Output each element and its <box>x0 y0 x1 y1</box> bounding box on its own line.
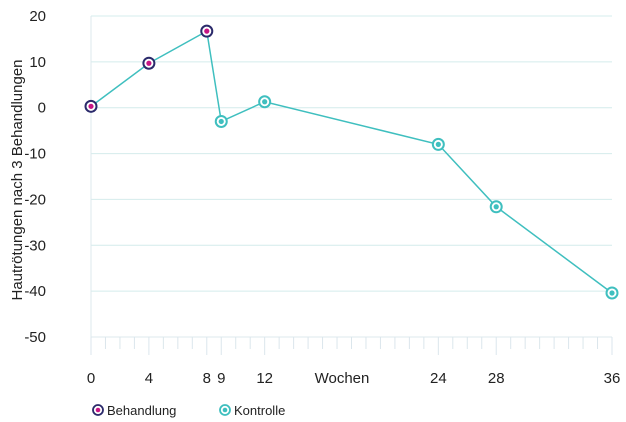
legend-item-kontrolle: Kontrolle <box>219 403 285 418</box>
x-tick-label: 24 <box>430 370 447 387</box>
marker-dot <box>146 60 152 66</box>
series-line <box>90 29 613 294</box>
data-point-kontrolle <box>258 95 272 109</box>
x-tick-label: 0 <box>87 370 95 387</box>
data-point-kontrolle <box>489 200 503 214</box>
marker-dot <box>218 118 224 125</box>
legend-marker-dot <box>95 407 101 413</box>
x-axis-title: Wochen <box>315 370 370 387</box>
marker-dot <box>493 204 499 210</box>
x-tick-label: 12 <box>256 370 273 387</box>
data-point-kontrolle <box>605 286 619 300</box>
data-point-behandlung <box>142 56 156 70</box>
marker-dot <box>262 99 268 105</box>
legend-label: Kontrolle <box>234 403 285 418</box>
y-tick-label: -30 <box>24 237 46 254</box>
x-tick-label: 36 <box>604 370 621 387</box>
series-lines <box>90 29 613 294</box>
marker-dot <box>435 141 441 147</box>
x-tick-label: 4 <box>145 370 153 387</box>
x-tick-label: 9 <box>217 370 225 387</box>
legend: Behandlung Kontrolle <box>92 403 285 418</box>
data-points <box>84 24 619 300</box>
marker-dot <box>88 103 94 109</box>
legend-marker-dot <box>222 407 228 413</box>
y-tick-label: 0 <box>38 100 46 117</box>
x-tick-label: 28 <box>488 370 505 387</box>
y-tick-label: 20 <box>29 8 46 25</box>
marker-dot <box>609 290 615 296</box>
marker-dot <box>204 28 210 34</box>
data-point-behandlung <box>84 99 98 113</box>
legend-label: Behandlung <box>107 403 176 418</box>
y-tick-label: -10 <box>24 146 46 163</box>
data-point-kontrolle <box>431 137 445 151</box>
x-axis: 0 4 8 9 12 24 28 36 <box>87 336 621 387</box>
y-tick-label: -40 <box>24 283 46 300</box>
y-tick-label: -20 <box>24 191 46 208</box>
y-axis-title: Hautrötungen nach 3 Behandlungen <box>9 59 26 300</box>
legend-item-behandlung: Behandlung <box>92 403 176 418</box>
data-point-kontrolle <box>214 114 228 128</box>
gridlines <box>91 15 612 338</box>
y-tick-label: 10 <box>29 54 46 71</box>
y-axis: 20 10 0 -10 -20 -30 -40 -50 <box>24 8 92 346</box>
y-tick-label: -50 <box>24 329 46 346</box>
x-tick-label: 8 <box>203 370 211 387</box>
data-point-behandlung <box>200 24 214 38</box>
